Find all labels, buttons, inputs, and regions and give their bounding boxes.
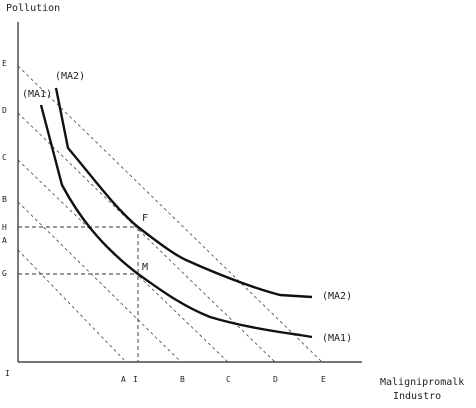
x-axis-label-line1: Malignipromalk — [380, 377, 464, 388]
y-axis-label: Pollution — [6, 3, 60, 14]
iso-line-e — [17, 65, 323, 363]
curve-ma2 — [54, 87, 313, 299]
curve-label-ma2-end: (MA2) — [322, 291, 352, 302]
x-axis-label-line2: Industro — [393, 391, 441, 402]
curve-label-ma1-end: (MA1) — [322, 333, 352, 344]
point-label-upper: F — [142, 213, 148, 224]
x-tick-e: E — [321, 375, 326, 384]
y-tick-e: E — [2, 59, 7, 68]
origin-label: I — [5, 369, 10, 378]
x-tick-b: B — [180, 375, 185, 384]
y-tick-h: H — [2, 223, 7, 232]
y-tick-c: C — [2, 153, 7, 162]
y-tick-d: D — [2, 106, 7, 115]
x-tick-c: C — [226, 375, 231, 384]
curve-label-ma2-top: (MA2) — [55, 71, 85, 82]
iso-lines — [17, 65, 323, 363]
curve-ma1 — [39, 104, 313, 339]
y-tick-b: B — [2, 195, 7, 204]
y-tick-g: G — [2, 269, 7, 278]
iso-line-b — [17, 201, 182, 363]
projection-lines — [18, 226, 139, 362]
x-tick-i: I — [133, 375, 138, 384]
x-tick-d: D — [273, 375, 278, 384]
iso-line-a — [17, 249, 127, 363]
x-tick-a: A — [121, 375, 126, 384]
y-tick-a: A — [2, 236, 7, 245]
curve-label-ma1-top: (MA1) — [22, 89, 52, 100]
point-label-lower: M — [142, 262, 148, 273]
